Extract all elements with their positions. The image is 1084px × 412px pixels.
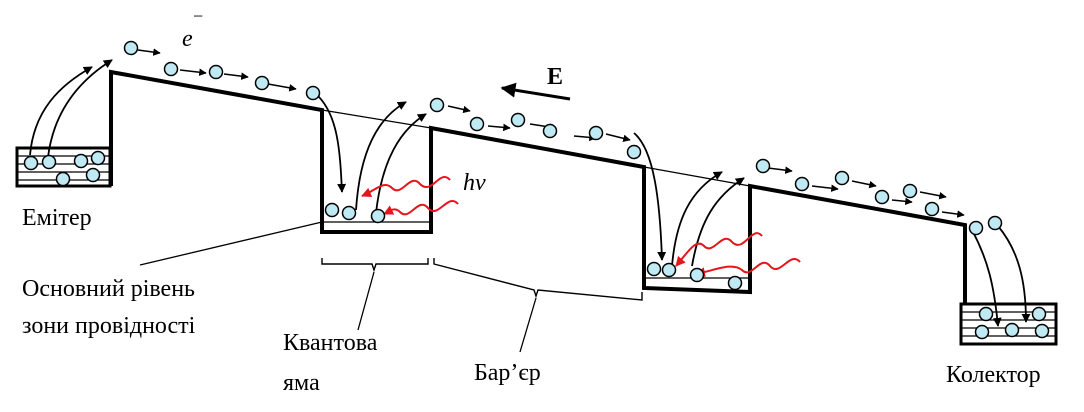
electron <box>978 306 994 322</box>
electron <box>370 208 386 224</box>
electron <box>794 176 810 192</box>
electron <box>755 158 771 174</box>
electrons <box>23 40 1050 340</box>
electron <box>305 85 321 101</box>
electron <box>510 112 526 128</box>
electron <box>924 201 940 217</box>
electron <box>429 97 445 113</box>
barrier-label: Бар’єр <box>474 360 541 386</box>
quantum-well-label-line2: яма <box>283 370 320 396</box>
electron <box>689 267 705 283</box>
electron <box>661 262 677 278</box>
electron <box>968 220 984 236</box>
electron <box>874 189 890 205</box>
electron-drift-arrows <box>137 48 965 218</box>
electron <box>834 170 850 186</box>
electron <box>41 154 57 170</box>
quantum-well-label-line1: Квантова <box>283 330 378 356</box>
electron <box>208 64 224 80</box>
electron <box>987 215 1003 231</box>
collector-label: Колектор <box>946 362 1041 388</box>
electron-charge-sign: − <box>193 6 203 26</box>
field-arrow <box>500 82 571 101</box>
electron <box>341 205 357 221</box>
electron <box>727 275 743 291</box>
electron <box>1031 306 1047 322</box>
photon-label: hν <box>463 170 486 196</box>
region-brackets <box>321 258 643 301</box>
electron-transition-arrows <box>29 59 1031 327</box>
electron <box>588 125 604 141</box>
electron <box>1034 323 1050 339</box>
electron <box>90 150 106 166</box>
emitter-label: Емітер <box>22 205 92 231</box>
photon-emission <box>361 176 801 278</box>
electron <box>469 116 485 132</box>
electron <box>163 61 179 77</box>
electron <box>1004 322 1020 338</box>
electron <box>324 202 340 218</box>
conduction-level-label-line2: зони провідності <box>22 313 196 339</box>
electron <box>974 324 990 340</box>
electron <box>542 123 558 139</box>
electron <box>23 155 39 171</box>
electron <box>73 153 89 169</box>
electron-label: e <box>182 26 193 52</box>
electron <box>646 261 662 277</box>
leader-lines <box>139 221 537 353</box>
field-label: E <box>547 64 563 90</box>
electron <box>254 75 270 91</box>
electron <box>626 144 642 160</box>
electron <box>55 171 71 187</box>
electron <box>85 167 101 183</box>
electron <box>123 40 139 56</box>
conduction-band-edge <box>109 69 967 303</box>
conduction-level-label-line1: Основний рівень <box>22 276 195 302</box>
electron <box>902 183 918 199</box>
